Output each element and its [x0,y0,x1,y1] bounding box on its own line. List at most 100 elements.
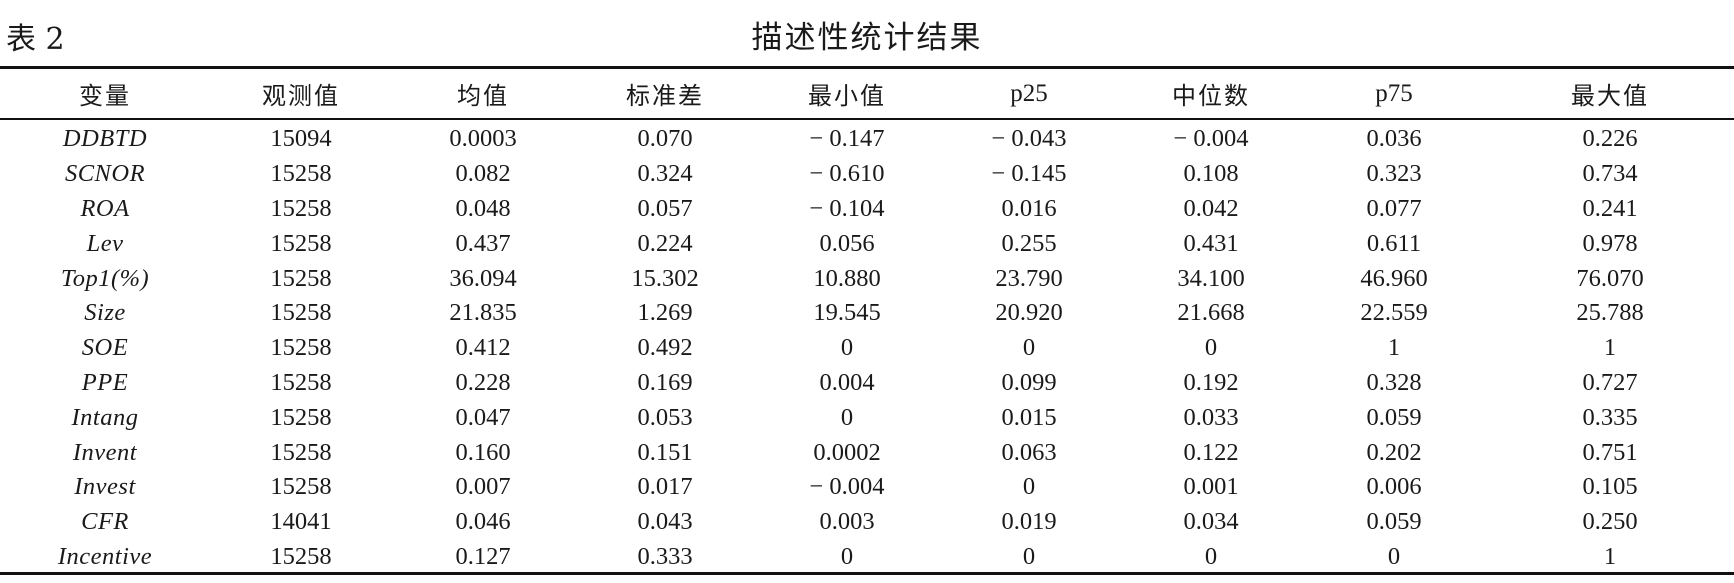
cell-observations: 15094 [270,125,332,153]
cell-std-dev: 0.492 [637,334,693,362]
header-observations: 观测值 [262,82,340,110]
header-std-dev: 标准差 [626,82,704,110]
cell-min: 19.545 [813,299,881,327]
cell-median: 21.668 [1177,299,1245,327]
cell-p25: 20.920 [995,299,1063,327]
cell-p75: 0.202 [1366,438,1422,466]
cell-max: 0.226 [1582,125,1638,153]
table-row: SOE 15258 0.412 0.492 0 0 0 1 1 [0,331,1734,366]
table-row: PPE 15258 0.228 0.169 0.004 0.099 0.192 0.328 0.… [0,366,1734,401]
cell-mean: 0.0003 [449,125,517,153]
cell-variable: Invent [72,438,138,466]
cell-std-dev: 0.053 [637,403,693,431]
header-variable: 变量 [79,82,131,110]
cell-observations: 15258 [270,542,332,570]
cell-variable: SCNOR [64,160,146,188]
cell-std-dev: 0.333 [637,542,693,570]
cell-mean: 36.094 [449,264,517,292]
table-header: 变量 观测值 均值 标准差 最小值 p25 中位数 p75 最大值 [0,69,1734,118]
cell-std-dev: 0.017 [637,473,693,501]
header-row: 变量 观测值 均值 标准差 最小值 p25 中位数 p75 最大值 [0,69,1734,118]
cell-max: 1 [1603,334,1617,362]
cell-min: − 0.104 [809,194,885,222]
cell-min: 0.0002 [813,438,881,466]
header-p75: p75 [1375,79,1413,107]
table-row: Invest 15258 0.007 0.017 − 0.004 0 0.001 0.006 0… [0,470,1734,505]
cell-mean: 0.437 [455,229,511,257]
cell-p75: 0 [1387,542,1401,570]
cell-min: 0 [840,542,854,570]
table-row: Size 15258 21.835 1.269 19.545 20.920 21.668 22… [0,296,1734,331]
cell-std-dev: 0.169 [637,368,693,396]
cell-p75: 1 [1387,334,1401,362]
header-min: 最小值 [808,82,886,110]
cell-mean: 0.082 [455,160,511,188]
cell-variable: Lev [86,229,124,257]
header-p25: p25 [1010,79,1048,107]
cell-observations: 15258 [270,299,332,327]
cell-variable: Incentive [57,542,153,570]
cell-variable: Size [84,299,126,327]
cell-p75: 0.328 [1366,368,1422,396]
cell-min: 0.004 [819,368,875,396]
cell-mean: 0.412 [455,334,511,362]
cell-std-dev: 15.302 [631,264,699,292]
table-row: Top1(%) 15258 36.094 15.302 10.880 23.790 34.1… [0,261,1734,296]
cell-p25: 0.015 [1001,403,1057,431]
cell-median: 0 [1204,334,1218,362]
cell-median: 0.034 [1183,508,1239,536]
cell-observations: 15258 [270,334,332,362]
cell-mean: 0.046 [455,508,511,536]
cell-median: 0.033 [1183,403,1239,431]
cell-std-dev: 0.224 [637,229,693,257]
cell-variable: Intang [71,403,139,431]
cell-p75: 0.036 [1366,125,1422,153]
cell-p75: 0.006 [1366,473,1422,501]
header-rule [0,118,1734,120]
cell-p25: 0 [1022,473,1036,501]
header-mean: 均值 [457,82,509,110]
cell-p75: 0.059 [1366,508,1422,536]
cell-p25: 0.063 [1001,438,1057,466]
cell-p75: 46.960 [1360,264,1428,292]
cell-variable: PPE [81,368,129,396]
cell-p25: 0.255 [1001,229,1057,257]
cell-mean: 0.160 [455,438,511,466]
cell-max: 0.250 [1582,508,1638,536]
cell-p25: − 0.145 [991,160,1067,188]
cell-min: 0.056 [819,229,875,257]
table-row: Lev 15258 0.437 0.224 0.056 0.255 0.431 0.611 0.… [0,226,1734,261]
cell-p25: 0 [1022,334,1036,362]
cell-std-dev: 0.043 [637,508,693,536]
cell-median: 0.042 [1183,194,1239,222]
cell-median: − 0.004 [1173,125,1249,153]
cell-median: 0.001 [1183,473,1239,501]
table-row: CFR 14041 0.046 0.043 0.003 0.019 0.034 0.059 0.… [0,505,1734,540]
table-label: 表 2 [6,22,65,57]
cell-min: 0 [840,403,854,431]
cell-variable: ROA [80,194,130,222]
cell-min: − 0.147 [809,125,885,153]
cell-observations: 15258 [270,229,332,257]
cell-observations: 15258 [270,264,332,292]
cell-p25: 0.016 [1001,194,1057,222]
cell-max: 0.241 [1582,194,1638,222]
cell-p75: 0.059 [1366,403,1422,431]
cell-variable: Invest [74,473,136,501]
cell-max: 0.734 [1582,160,1638,188]
cell-mean: 0.228 [455,368,511,396]
cell-mean: 0.048 [455,194,511,222]
cell-min: − 0.610 [809,160,885,188]
cell-mean: 0.047 [455,403,511,431]
cell-mean: 0.007 [455,473,511,501]
cell-variable: Top1(%) [60,264,150,292]
cell-variable: SOE [81,334,129,362]
table-body: DDBTD 15094 0.0003 0.070 − 0.147 − 0.043 − 0.0… [0,118,1734,574]
table-row: Intang 15258 0.047 0.053 0 0.015 0.033 0.059 0.3… [0,400,1734,435]
cell-observations: 15258 [270,438,332,466]
cell-median: 0.122 [1183,438,1239,466]
cell-observations: 15258 [270,403,332,431]
cell-observations: 15258 [270,194,332,222]
cell-min: − 0.004 [809,473,885,501]
cell-min: 10.880 [813,264,881,292]
